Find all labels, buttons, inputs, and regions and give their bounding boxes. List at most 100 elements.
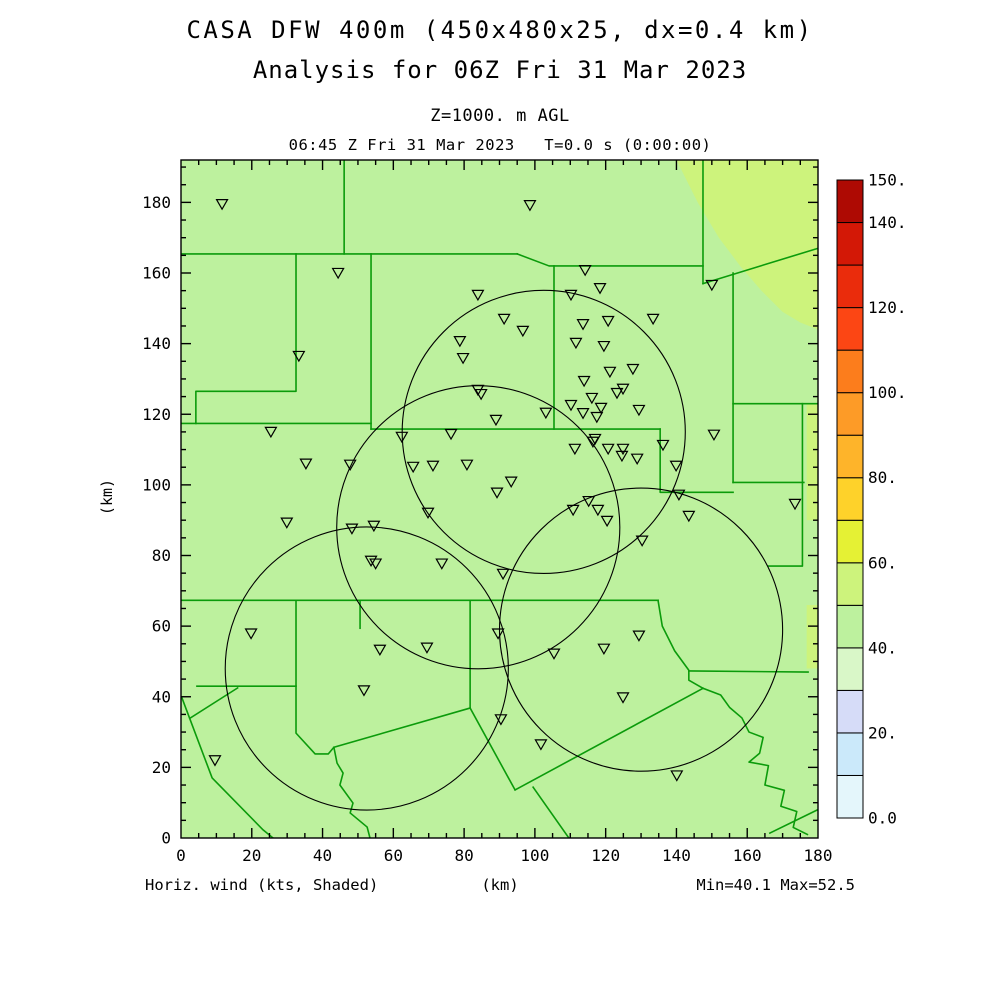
county-boundary-line: [768, 809, 818, 835]
y-tick-label: 0: [161, 829, 171, 848]
x-tick-label: 180: [804, 846, 833, 865]
wind-marker-icon: [682, 510, 696, 523]
wind-marker-icon: [426, 460, 440, 473]
county-boundary-line: [532, 786, 570, 838]
wind-marker-icon: [626, 363, 640, 376]
colorbar: [836, 179, 864, 819]
wind-marker-icon: [566, 504, 580, 517]
wind-marker-icon: [601, 443, 615, 456]
colorbar-segment: [836, 222, 864, 266]
wind-marker-icon: [564, 289, 578, 302]
wind-marker-icon: [632, 404, 646, 417]
y-tick-label: 60: [152, 617, 171, 636]
y-tick-label: 160: [142, 264, 171, 283]
wind-marker-icon: [299, 458, 313, 470]
county-boundaries: [181, 160, 818, 838]
wind-marker-icon: [576, 408, 590, 420]
wind-marker-icon: [597, 643, 611, 655]
wind-marker-icon: [444, 428, 458, 441]
wind-marker-icon: [471, 289, 485, 302]
wind-marker-icon: [456, 352, 470, 365]
wind-marker-icon: [460, 459, 474, 472]
map-layers: [181, 160, 818, 838]
wind-marker-icon: [491, 628, 505, 640]
county-boundary-line: [332, 707, 472, 749]
wind-marker-icon: [656, 439, 670, 452]
county-boundary-line: [659, 428, 734, 494]
wind-marker-icon: [670, 770, 684, 782]
page-subtitle: Analysis for 06Z Fri 31 Mar 2023: [252, 56, 748, 84]
colorbar-segment: [836, 774, 864, 819]
y-tick-label: 100: [142, 475, 171, 494]
field-caption: Horiz. wind (kts, Shaded): [145, 876, 379, 894]
colorbar-segment: [836, 349, 864, 394]
wind-marker-icon: [615, 450, 629, 463]
radar-range-circle: [224, 526, 509, 811]
wind-marker-icon: [616, 443, 630, 456]
wind-marker-icon: [564, 399, 578, 412]
colorbar-segment: [836, 519, 864, 564]
wind-markers: [208, 198, 802, 782]
min-max-caption: Min=40.1 Max=52.5: [696, 876, 855, 894]
wind-marker-icon: [534, 739, 548, 751]
wind-marker-icon: [331, 267, 345, 280]
wind-marker-icon: [568, 443, 582, 456]
wind-shade-patch: [806, 604, 818, 669]
wind-marker-icon: [420, 642, 434, 654]
y-axis-units-label: (km): [98, 479, 116, 515]
wind-marker-icon: [593, 283, 607, 295]
wind-marker-icon: [588, 433, 602, 446]
wind-marker-icon: [577, 375, 591, 388]
wind-marker-icon: [345, 523, 359, 535]
colorbar-segment: [836, 647, 864, 691]
wind-marker-icon: [672, 489, 686, 502]
y-tick-label: 40: [152, 687, 171, 706]
colorbar-segment: [836, 307, 864, 351]
colorbar-segment: [836, 434, 864, 479]
y-tick-label: 20: [152, 758, 171, 777]
valid-time-label: 06:45 Z Fri 31 Mar 2023 T=0.0 s (0:00:00…: [288, 136, 712, 154]
x-tick-label: 60: [384, 846, 403, 865]
wind-marker-icon: [707, 429, 721, 441]
wind-marker-icon: [208, 755, 222, 767]
wind-marker-icon: [669, 460, 683, 473]
wind-marker-icon: [582, 495, 596, 508]
wind-marker-icon: [516, 325, 530, 338]
wind-marker-icon: [474, 388, 488, 401]
wind-marker-icon: [705, 279, 719, 292]
colorbar-tick-label: 40.: [868, 638, 897, 657]
wind-shade-patches: [676, 160, 818, 669]
wind-marker-icon: [616, 692, 630, 704]
wind-marker-icon: [788, 498, 802, 511]
wind-marker-icon: [569, 337, 583, 350]
wind-marker-icon: [369, 558, 383, 570]
county-boundary-line: [181, 697, 275, 838]
colorbar-segment: [836, 689, 864, 734]
colorbar-segment: [836, 562, 864, 606]
colorbar-tick-label: 150.: [868, 171, 907, 190]
wind-marker-icon: [435, 558, 449, 570]
y-tick-label: 180: [142, 193, 171, 212]
wind-marker-icon: [591, 504, 605, 517]
county-boundary-line: [516, 252, 704, 267]
wind-marker-icon: [421, 507, 435, 520]
wind-marker-icon: [635, 535, 649, 547]
wind-marker-icon: [646, 313, 660, 326]
colorbar-segment: [836, 264, 864, 309]
colorbar-segment: [836, 732, 864, 776]
colorbar-tick-label: 120.: [868, 298, 907, 317]
x-tick-label: 40: [313, 846, 332, 865]
wind-marker-icon: [630, 453, 644, 465]
colorbar-tick-label: 20.: [868, 723, 897, 742]
wind-marker-icon: [547, 648, 561, 660]
wind-marker-icon: [373, 644, 387, 657]
county-boundary-line: [688, 670, 809, 673]
county-boundary-line: [701, 687, 809, 836]
wind-marker-icon: [489, 414, 503, 427]
x-tick-label: 120: [591, 846, 620, 865]
x-tick-label: 80: [454, 846, 473, 865]
level-label: Z=1000. m AGL: [430, 106, 570, 126]
wind-marker-icon: [367, 520, 381, 533]
wind-field-background: [181, 160, 818, 838]
wind-marker-icon: [523, 200, 537, 212]
